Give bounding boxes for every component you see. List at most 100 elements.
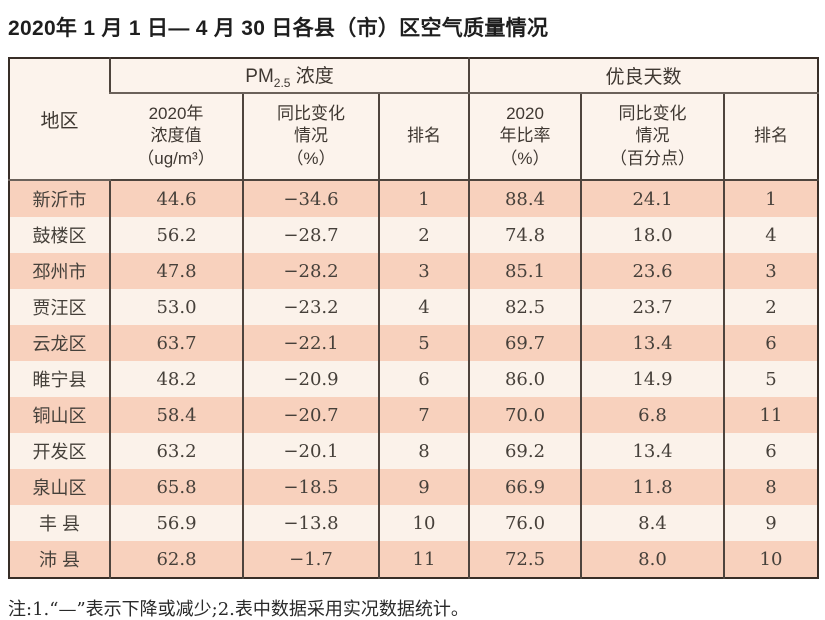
value-cell: 13.4 [580,433,724,469]
value-cell: −22.1 [242,325,379,361]
value-cell: −20.7 [242,397,379,433]
value-cell: 85.1 [468,253,581,289]
table-header: 地区 PM2.5 浓度 优良天数 2020年 浓度值 （ug/m³） 同比变化 … [9,58,819,181]
value-cell: 6 [722,433,819,469]
value-cell: 47.8 [109,253,243,289]
value-cell: 44.6 [109,180,243,217]
value-cell: 1 [378,180,469,217]
table-row: 沛 县 62.8 −1.7 11 72.5 8.0 10 [9,541,819,578]
header-pm25-group: PM2.5 浓度 [109,58,469,94]
pm25-label-prefix: PM [245,66,274,88]
value-cell: −20.9 [242,361,379,397]
region-cell: 新沂市 [9,180,110,217]
value-cell: 5 [378,325,469,361]
value-cell: −1.7 [242,541,379,578]
header-pm-rank: 排名 [378,93,469,181]
value-cell: 65.8 [109,469,243,505]
value-cell: −13.8 [242,505,379,541]
value-cell: 8.4 [580,505,724,541]
header-columns-row: 2020年 浓度值 （ug/m³） 同比变化 情况 （%） 排名 2020 年比… [9,93,819,181]
table-row: 开发区 63.2 −20.1 8 69.2 13.4 6 [9,433,819,469]
value-cell: −34.6 [242,180,379,217]
value-cell: −20.1 [242,433,379,469]
value-cell: 76.0 [468,505,581,541]
table-body: 新沂市 44.6 −34.6 1 88.4 24.1 1 鼓楼区 56.2 −28.7 2 74.8 1… [9,180,819,578]
value-cell: 8 [378,433,469,469]
value-cell: 88.4 [468,180,581,217]
header-rate-change: 同比变化 情况 （百分点） [580,93,724,181]
header-rate-rank: 排名 [722,93,819,181]
value-cell: 14.9 [580,361,724,397]
region-cell: 鼓楼区 [9,217,110,253]
value-cell: 3 [378,253,469,289]
value-cell: 48.2 [109,361,243,397]
value-cell: 10 [378,505,469,541]
value-cell: 1 [722,180,819,217]
value-cell: 63.2 [109,433,243,469]
region-cell: 丰 县 [9,505,110,541]
value-cell: 66.9 [468,469,581,505]
value-cell: 86.0 [468,361,581,397]
table-row: 邳州市 47.8 −28.2 3 85.1 23.6 3 [9,253,819,289]
value-cell: −28.2 [242,253,379,289]
header-pm-change: 同比变化 情况 （%） [242,93,379,181]
value-cell: 10 [722,541,819,578]
footnote: 注:1.“—”表示下降或减少;2.表中数据采用实况数据统计。 [8,599,469,620]
value-cell: 8 [722,469,819,505]
value-cell: 4 [722,217,819,253]
value-cell: 9 [722,505,819,541]
table-row: 贾汪区 53.0 −23.2 4 82.5 23.7 2 [9,289,819,325]
value-cell: 63.7 [109,325,243,361]
header-group-row: 地区 PM2.5 浓度 优良天数 [9,58,819,181]
table-row: 睢宁县 48.2 −20.9 6 86.0 14.9 5 [9,361,819,397]
value-cell: −18.5 [242,469,379,505]
value-cell: 18.0 [580,217,724,253]
value-cell: 2 [722,289,819,325]
value-cell: 3 [722,253,819,289]
value-cell: −28.7 [242,217,379,253]
value-cell: 6 [378,361,469,397]
air-quality-table: 地区 PM2.5 浓度 优良天数 2020年 浓度值 （ug/m³） 同比变化 … [8,57,820,579]
value-cell: 11.8 [580,469,724,505]
value-cell: 11 [378,541,469,578]
pm25-label-suffix: 浓度 [290,66,334,88]
header-good-days-group: 优良天数 [467,58,819,94]
value-cell: 7 [378,397,469,433]
table-row: 鼓楼区 56.2 −28.7 2 74.8 18.0 4 [9,217,819,253]
value-cell: 62.8 [109,541,243,578]
header-pm-value: 2020年 浓度值 （ug/m³） [110,93,243,181]
region-cell: 铜山区 [9,397,110,433]
header-region: 地区 [9,58,110,181]
value-cell: 82.5 [468,289,581,325]
value-cell: 58.4 [109,397,243,433]
value-cell: 8.0 [580,541,724,578]
value-cell: 24.1 [580,180,724,217]
value-cell: 69.7 [468,325,581,361]
table-row: 丰 县 56.9 −13.8 10 76.0 8.4 9 [9,505,819,541]
pm25-label-subscript: 2.5 [273,75,291,90]
value-cell: 74.8 [468,217,581,253]
value-cell: 2 [378,217,469,253]
value-cell: 72.5 [468,541,581,578]
region-cell: 睢宁县 [9,361,110,397]
region-cell: 邳州市 [9,253,110,289]
region-cell: 贾汪区 [9,289,110,325]
value-cell: 6.8 [580,397,724,433]
region-cell: 沛 县 [9,541,110,578]
value-cell: 56.2 [109,217,243,253]
value-cell: 4 [378,289,469,325]
table-row: 云龙区 63.7 −22.1 5 69.7 13.4 6 [9,325,819,361]
value-cell: 53.0 [109,289,243,325]
value-cell: 9 [378,469,469,505]
value-cell: 5 [722,361,819,397]
region-cell: 泉山区 [9,469,110,505]
table-row: 泉山区 65.8 −18.5 9 66.9 11.8 8 [9,469,819,505]
value-cell: 23.7 [580,289,724,325]
region-cell: 开发区 [9,433,110,469]
table-row: 新沂市 44.6 −34.6 1 88.4 24.1 1 [9,180,819,217]
value-cell: 69.2 [468,433,581,469]
table-row: 铜山区 58.4 −20.7 7 70.0 6.8 11 [9,397,819,433]
region-cell: 云龙区 [9,325,110,361]
value-cell: 23.6 [580,253,724,289]
